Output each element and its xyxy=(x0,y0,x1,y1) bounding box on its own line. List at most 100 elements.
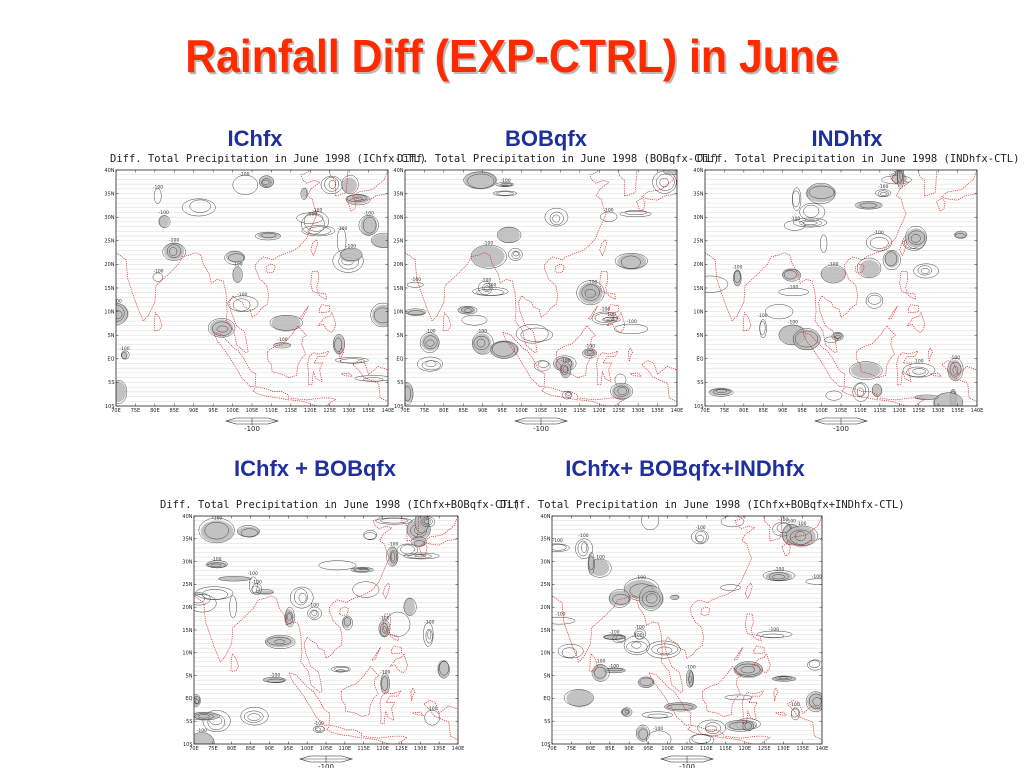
contour-line xyxy=(471,331,494,355)
contour-line xyxy=(807,659,822,671)
contour-line xyxy=(386,546,399,567)
contour-line xyxy=(806,182,836,205)
contour-label: -100 xyxy=(786,519,796,525)
contour-line xyxy=(439,660,450,676)
contour-line xyxy=(286,613,292,621)
contour-line xyxy=(656,173,675,191)
lat-tick-label: 35N xyxy=(182,537,192,543)
contour-line xyxy=(232,266,243,283)
coastline xyxy=(733,647,744,661)
contour-line xyxy=(933,392,964,406)
contour-line xyxy=(669,594,680,600)
coastline xyxy=(753,645,765,655)
coastline xyxy=(552,516,756,693)
contour-line xyxy=(812,697,822,706)
lon-tick-label: 120E xyxy=(304,408,317,414)
contour-line xyxy=(162,242,186,261)
contour-line xyxy=(624,210,647,216)
contour-line xyxy=(947,357,964,382)
contour-line xyxy=(342,615,353,631)
contour-line xyxy=(492,341,515,357)
lon-tick-label: 80E xyxy=(227,746,237,752)
map-panel-bobqfx: Diff. Total Precipitation in June 1998 (… xyxy=(393,152,719,434)
coastline xyxy=(648,672,692,726)
shaded-region xyxy=(617,253,647,271)
contour-line xyxy=(194,696,200,705)
contour-line xyxy=(641,711,673,719)
contour-line xyxy=(320,175,343,195)
lon-tick-label: 120E xyxy=(893,408,906,414)
contour-label: -100 xyxy=(159,210,169,216)
contour-line xyxy=(496,226,522,244)
contour-label: -100 xyxy=(600,306,610,312)
contour-line xyxy=(913,263,939,279)
contour-line xyxy=(423,622,434,647)
coastline xyxy=(776,750,822,768)
shaded-region xyxy=(638,677,655,688)
coastline xyxy=(442,311,452,332)
shaded-region xyxy=(686,669,694,688)
coastline xyxy=(326,724,362,739)
contour-line xyxy=(152,272,164,282)
contour-label: -100 xyxy=(609,663,619,669)
contour-line xyxy=(407,554,433,559)
contour-line xyxy=(833,332,842,339)
contour-line xyxy=(884,251,898,267)
contour-line xyxy=(899,170,903,181)
contour-line xyxy=(427,629,432,640)
coastline xyxy=(153,311,163,332)
lon-tick-label: 135E xyxy=(951,408,964,414)
lat-tick-label: 25N xyxy=(693,239,703,245)
lat-tick-label: 20N xyxy=(693,262,703,268)
contour-line xyxy=(869,237,889,249)
lat-tick-label: 35N xyxy=(104,191,114,197)
lon-tick-label: 95E xyxy=(284,746,294,752)
contour-label: -100 xyxy=(237,292,247,298)
shaded-region xyxy=(405,384,414,403)
coastline xyxy=(617,170,637,197)
contour-line xyxy=(212,321,232,337)
panel-heading-ichfx-bobqfx-indhfx: IChfx+ BOBqfx+INDhfx xyxy=(565,456,805,481)
contour-line xyxy=(298,592,307,603)
contour-line xyxy=(194,592,211,606)
shaded-region xyxy=(636,726,649,741)
contour-line xyxy=(881,175,912,185)
lon-tick-label: 100E xyxy=(226,408,239,414)
contour-line xyxy=(403,552,440,560)
contour-line xyxy=(877,190,889,197)
contour-line xyxy=(803,204,820,218)
contour-line xyxy=(189,199,211,213)
lon-tick-label: 125E xyxy=(323,408,336,414)
shaded-region xyxy=(871,384,883,398)
coastline xyxy=(941,170,977,201)
contour-legend: -100 xyxy=(813,417,869,433)
contour-line xyxy=(820,264,846,284)
contour-line xyxy=(563,689,594,707)
lon-tick-label: 135E xyxy=(362,408,375,414)
lat-tick-label: 5N xyxy=(108,333,115,339)
contour-line xyxy=(476,338,486,348)
coastline xyxy=(310,271,328,300)
coastline xyxy=(194,516,393,693)
contour-line xyxy=(577,540,589,557)
coastline xyxy=(579,397,626,406)
contour-line xyxy=(765,304,794,320)
contour-line xyxy=(586,350,593,355)
lat-tick-label: 40N xyxy=(540,514,550,520)
contour-line xyxy=(194,594,217,613)
coastline xyxy=(928,347,934,362)
lon-tick-label: 140E xyxy=(382,408,395,414)
shaded-region xyxy=(333,334,345,355)
contour-line xyxy=(906,366,929,378)
lon-tick-label: 135E xyxy=(651,408,664,414)
contour-line xyxy=(917,265,932,276)
contour-label: -100 xyxy=(153,269,163,275)
coastline xyxy=(390,645,402,655)
contour-line xyxy=(626,640,648,653)
contour-line xyxy=(158,215,171,228)
contour-line xyxy=(544,207,569,227)
coastline xyxy=(630,372,643,377)
contour-line xyxy=(905,225,927,250)
lat-tick-label: EQ xyxy=(185,696,192,702)
contour-line xyxy=(666,704,694,710)
